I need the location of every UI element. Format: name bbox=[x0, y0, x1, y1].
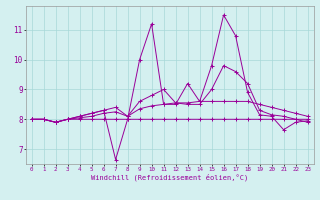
X-axis label: Windchill (Refroidissement éolien,°C): Windchill (Refroidissement éolien,°C) bbox=[91, 173, 248, 181]
